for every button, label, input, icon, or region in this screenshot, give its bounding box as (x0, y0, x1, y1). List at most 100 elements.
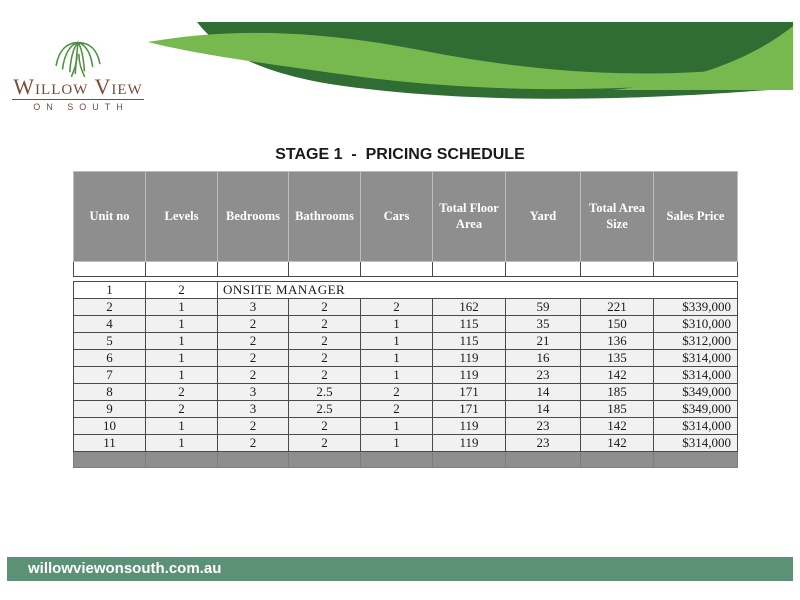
website-url: willowviewonsouth.com.au (28, 560, 222, 577)
column-header: Bedrooms (217, 171, 289, 262)
gray-footer-cell (505, 451, 581, 468)
empty-cell (580, 261, 654, 277)
logo-subtitle: ON SOUTH (33, 102, 129, 112)
column-header: Sales Price (653, 171, 738, 262)
gray-footer-cell (652, 451, 739, 468)
value-cell: 2 (217, 417, 289, 435)
value-cell: 2 (145, 400, 218, 418)
column-header: Yard (505, 171, 581, 262)
value-cell: 2 (288, 315, 361, 333)
value-cell: 2 (360, 400, 433, 418)
value-cell: 35 (505, 315, 581, 333)
value-cell: 136 (580, 332, 654, 350)
value-cell: 1 (145, 315, 218, 333)
gray-footer-cell (432, 451, 506, 468)
value-cell: 23 (505, 366, 581, 384)
sales-price-cell: $314,000 (652, 349, 739, 367)
value-cell: 185 (580, 383, 654, 401)
gray-footer-cell (145, 451, 218, 468)
footer-bar: willowviewonsouth.com.au (7, 557, 793, 581)
value-cell: 1 (145, 417, 218, 435)
sales-price-cell: $349,000 (652, 400, 739, 418)
gray-footer-cell (217, 451, 289, 468)
table-row: 4 1 2 2 1 115 35 150 $310,000 (73, 315, 739, 333)
pricing-table: Unit no Levels Bedrooms Bathrooms Cars Total … (73, 171, 739, 468)
value-cell: 185 (580, 400, 654, 418)
sales-price-cell: $314,000 (652, 417, 739, 435)
gray-footer-cell (580, 451, 654, 468)
sales-price-cell: $314,000 (652, 434, 739, 452)
unit-no-cell: 1 (73, 281, 146, 299)
empty-cell (432, 261, 506, 277)
value-cell: 3 (217, 383, 289, 401)
value-cell: 2 (217, 332, 289, 350)
value-cell: 3 (217, 298, 289, 316)
value-cell: 11 (73, 434, 146, 452)
value-cell: 3 (217, 400, 289, 418)
empty-cell (288, 261, 361, 277)
value-cell: 10 (73, 417, 146, 435)
pricing-table-body: 1 2 ONSITE MANAGER 2 1 3 2 2 162 59 221 $339,000 4 1 2… (73, 281, 739, 468)
sales-price-cell: $339,000 (652, 298, 739, 316)
value-cell: 1 (145, 434, 218, 452)
value-cell: 171 (432, 383, 506, 401)
value-cell: 2 (288, 332, 361, 350)
value-cell: 150 (580, 315, 654, 333)
value-cell: 1 (360, 417, 433, 435)
value-cell: 2 (288, 298, 361, 316)
value-cell: 162 (432, 298, 506, 316)
value-cell: 1 (360, 332, 433, 350)
value-cell: 2 (288, 349, 361, 367)
value-cell: 119 (432, 417, 506, 435)
willow-tree-icon (55, 41, 101, 77)
value-cell: 135 (580, 349, 654, 367)
value-cell: 14 (505, 400, 581, 418)
value-cell: 1 (145, 298, 218, 316)
value-cell: 2 (360, 298, 433, 316)
value-cell: 2 (288, 417, 361, 435)
empty-cell (145, 261, 218, 277)
value-cell: 21 (505, 332, 581, 350)
value-cell: 2 (217, 315, 289, 333)
table-row: 10 1 2 2 1 119 23 142 $314,000 (73, 417, 739, 435)
value-cell: 2 (217, 366, 289, 384)
column-header: Cars (360, 171, 433, 262)
value-cell: 1 (360, 434, 433, 452)
onsite-manager-cell: ONSITE MANAGER (216, 281, 739, 299)
table-row: 6 1 2 2 1 119 16 135 $314,000 (73, 349, 739, 367)
header-wave-graphic (148, 22, 793, 99)
column-header: Bathrooms (288, 171, 361, 262)
value-cell: 142 (580, 417, 654, 435)
value-cell: 14 (505, 383, 581, 401)
value-cell: 2 (288, 434, 361, 452)
table-row: 11 1 2 2 1 119 23 142 $314,000 (73, 434, 739, 452)
spacer-row (73, 261, 738, 277)
value-cell: 59 (505, 298, 581, 316)
table-row: 1 2 ONSITE MANAGER (73, 281, 739, 299)
value-cell: 2 (73, 298, 146, 316)
value-cell: 16 (505, 349, 581, 367)
value-cell: 119 (432, 434, 506, 452)
value-cell: 7 (73, 366, 146, 384)
column-header: Total Area Size (580, 171, 654, 262)
sales-price-cell: $349,000 (652, 383, 739, 401)
value-cell: 1 (145, 366, 218, 384)
gray-footer-cell (360, 451, 433, 468)
value-cell: 2.5 (288, 383, 361, 401)
sales-price-cell: $314,000 (652, 366, 739, 384)
value-cell: 1 (360, 349, 433, 367)
gray-footer-cell (288, 451, 361, 468)
value-cell: 115 (432, 332, 506, 350)
value-cell: 1 (360, 315, 433, 333)
table-row: 7 1 2 2 1 119 23 142 $314,000 (73, 366, 739, 384)
value-cell: 23 (505, 417, 581, 435)
empty-cell (73, 261, 146, 277)
table-row: 2 1 3 2 2 162 59 221 $339,000 (73, 298, 739, 316)
value-cell: 2 (145, 383, 218, 401)
value-cell: 171 (432, 400, 506, 418)
table-row (73, 451, 739, 468)
value-cell: 2.5 (288, 400, 361, 418)
logo-divider (12, 99, 144, 100)
levels-cell: 2 (145, 281, 218, 299)
